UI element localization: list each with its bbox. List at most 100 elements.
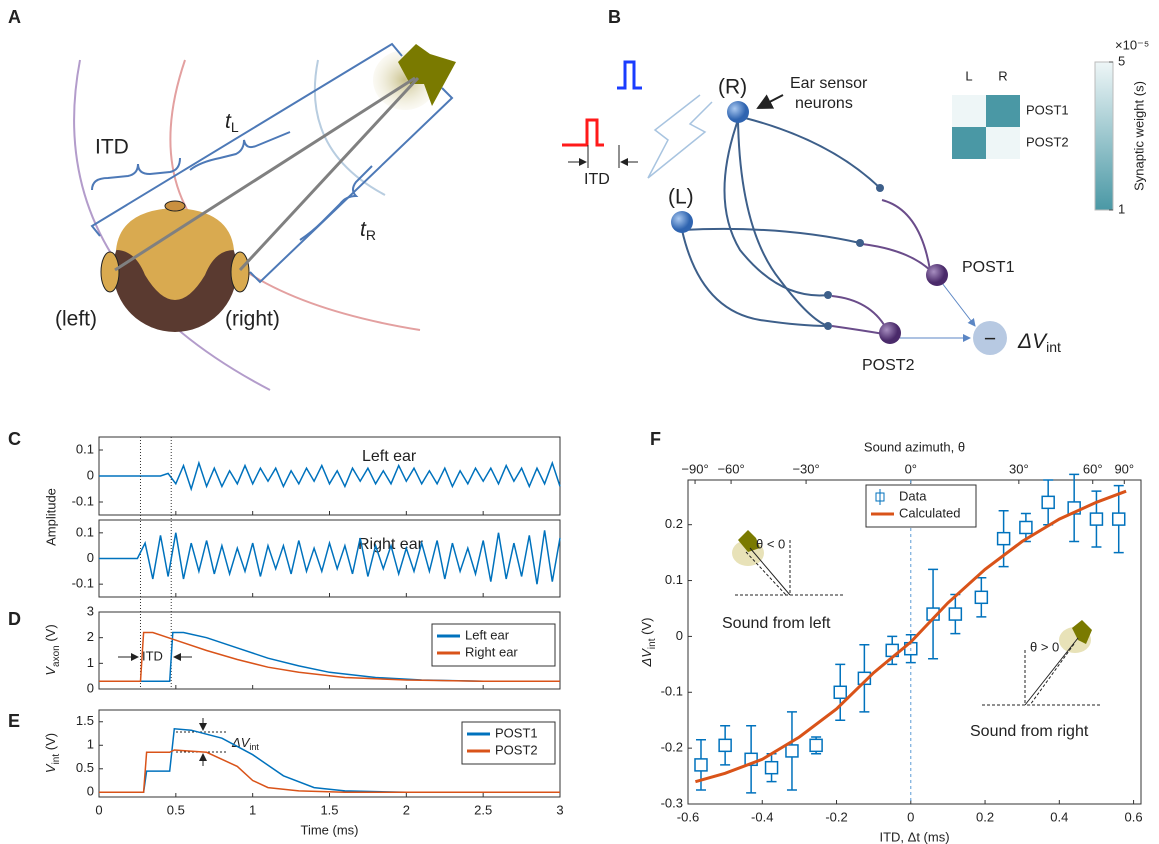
error-bar — [859, 644, 870, 713]
speaker — [1072, 620, 1092, 644]
data-point — [809, 738, 823, 753]
error-bar — [720, 725, 731, 766]
pulse — [617, 60, 642, 90]
label: t — [225, 110, 232, 133]
axes-box — [98, 519, 561, 598]
wavefront — [73, 59, 271, 391]
error-bar — [835, 663, 846, 721]
brace — [299, 165, 373, 241]
label: ΔV — [1017, 330, 1048, 353]
data-point — [694, 758, 708, 772]
ray — [749, 547, 791, 596]
dendrite — [861, 243, 933, 273]
line-series — [99, 460, 561, 492]
y-tick-label: 1.5 — [76, 713, 94, 728]
heatmap-cell — [986, 95, 1020, 127]
x2-tick-label: −60° — [717, 461, 744, 476]
y-tick-label: 2 — [87, 629, 94, 644]
line-series — [99, 727, 560, 794]
colorbar-label: Synaptic weight (s) — [1131, 81, 1146, 191]
y-tick-label: 0 — [676, 628, 683, 643]
axis-label: ΔVint (V) — [639, 618, 657, 668]
arrow — [756, 94, 784, 109]
face — [116, 208, 234, 300]
annotation: ΔV — [231, 735, 251, 750]
synapse-link — [681, 229, 829, 327]
annotation: ITD — [142, 648, 163, 663]
label: (right) — [225, 308, 280, 331]
y-tick-label: 0 — [87, 467, 94, 482]
x2-tick-label: −90° — [681, 461, 708, 476]
neuron — [671, 211, 693, 233]
x2-tick-label: 0° — [905, 461, 917, 476]
x-tick-label: 2 — [403, 802, 410, 817]
neuron — [879, 322, 901, 344]
annotation: int — [249, 742, 259, 752]
x2-axis-label: Sound azimuth, θ — [864, 439, 965, 454]
error-bar — [976, 577, 987, 618]
x-tick-label: 0.6 — [1125, 809, 1143, 824]
y-tick-label: -0.1 — [72, 493, 94, 508]
legend-label: POST1 — [495, 725, 538, 740]
synapse-link — [681, 227, 861, 244]
colorbar — [1094, 61, 1114, 211]
legend-label: Left ear — [465, 627, 510, 642]
x-tick-label: 3 — [556, 802, 563, 817]
label: (R) — [718, 76, 747, 99]
axis-label: (V) — [43, 733, 58, 754]
axes-box — [687, 479, 1142, 805]
y-tick-label: 0.5 — [76, 760, 94, 775]
x-axis-label: ITD, Δt (ms) — [879, 829, 949, 844]
error-bar — [811, 736, 822, 755]
y-tick-label: -0.1 — [661, 684, 683, 699]
data-point — [996, 531, 1011, 546]
speaker — [398, 44, 456, 106]
data-point — [785, 744, 799, 758]
label: (left) — [55, 308, 97, 331]
panel-label: B — [608, 7, 621, 27]
y-tick-label: 0 — [87, 680, 94, 695]
error-bar — [928, 568, 939, 660]
row-label: POST1 — [1026, 102, 1069, 117]
x2-tick-label: 30° — [1009, 461, 1029, 476]
x-tick-label: 0.4 — [1050, 809, 1068, 824]
panel-label: F — [650, 429, 661, 449]
legend-box — [865, 484, 977, 528]
label: POST1 — [962, 259, 1015, 276]
wavefront — [313, 59, 386, 196]
axis-label: Amplitude — [43, 488, 58, 546]
panel-label: A — [8, 7, 21, 27]
label: ΔVint — [1017, 330, 1061, 355]
panel-label: C — [8, 429, 21, 449]
axis-label: (V) — [43, 624, 58, 645]
x-tick-label: 0.2 — [976, 809, 994, 824]
axis-label: V — [43, 763, 58, 773]
label: L — [231, 119, 239, 135]
label: (L) — [668, 186, 694, 209]
annotation: ΔVint — [231, 735, 259, 752]
axis-label: Vaxon (V) — [43, 624, 61, 675]
path-bracket — [249, 87, 454, 284]
data-point — [744, 752, 758, 767]
terminal — [856, 239, 864, 247]
x-tick-label: 1 — [249, 802, 256, 817]
synapse-link — [723, 119, 829, 297]
fit-line — [694, 489, 1127, 784]
output-node — [973, 321, 1007, 355]
y-tick-label: 0 — [87, 784, 94, 799]
x-tick-label: -0.2 — [825, 809, 847, 824]
legend-label: POST2 — [495, 742, 538, 757]
speaker — [738, 530, 760, 552]
ray — [1029, 643, 1075, 706]
synapse-link — [737, 119, 829, 327]
nose — [164, 200, 186, 212]
dendrite — [831, 325, 885, 335]
dendrite — [881, 199, 931, 271]
panel-label: E — [8, 711, 20, 731]
error-bar — [1069, 473, 1080, 543]
pulse — [562, 118, 604, 147]
label: t — [360, 218, 367, 241]
data-point — [1041, 495, 1055, 510]
